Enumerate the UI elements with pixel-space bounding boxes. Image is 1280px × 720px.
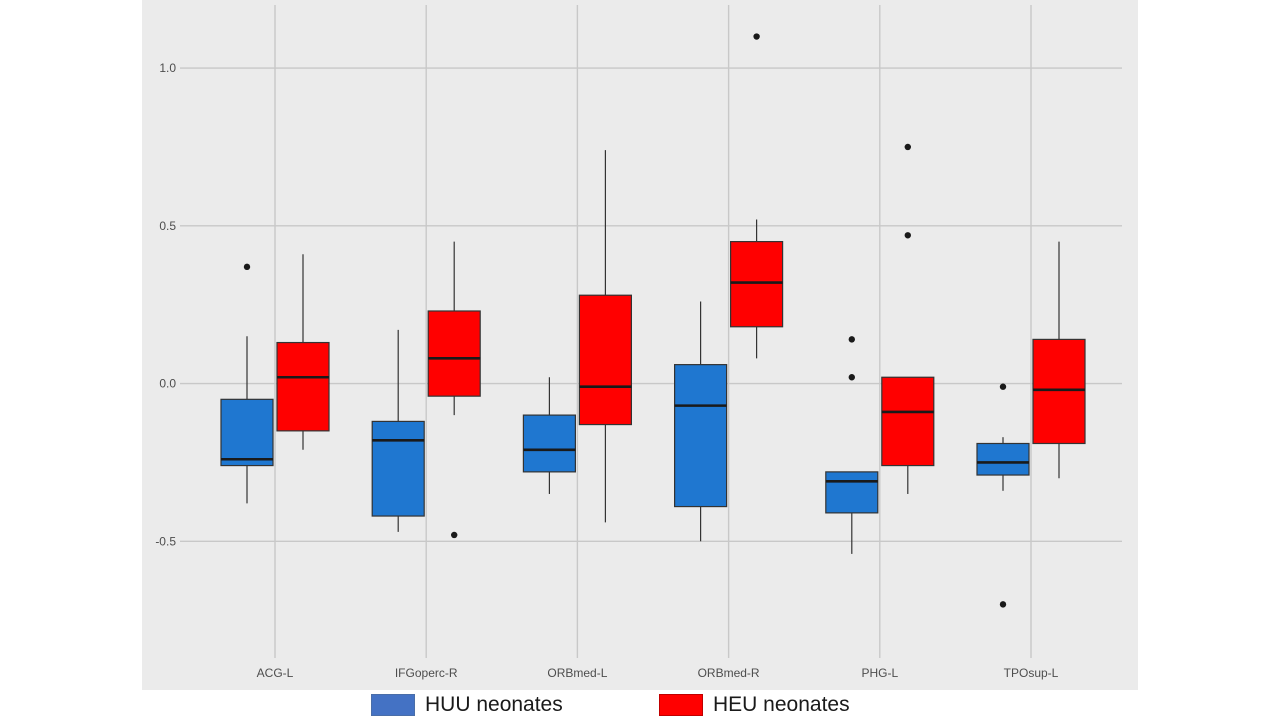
legend-item-heu: HEU neonates xyxy=(659,692,850,718)
x-tick-label: TPOsup-L xyxy=(1004,666,1059,680)
outlier-point xyxy=(848,336,855,343)
y-tick-label: 1.0 xyxy=(159,61,176,75)
outlier-point xyxy=(904,232,911,239)
box-huu-orbmed-r xyxy=(673,301,728,542)
box-huu-phg-l xyxy=(825,336,879,554)
box-body xyxy=(976,442,1030,476)
outlier-point xyxy=(999,383,1007,390)
legend-label-huu: HUU neonates xyxy=(425,693,563,716)
y-tick-label: 0.5 xyxy=(159,219,176,233)
legend: HUU neonates HEU neonates xyxy=(0,690,1280,720)
x-axis: ACG-L IFGoperc-R ORBmed-L ORBmed-R PHG-L TPOs… xyxy=(257,666,1059,680)
box-body xyxy=(1032,338,1086,445)
legend-label-heu: HEU neonates xyxy=(713,693,850,716)
box-body xyxy=(673,364,728,508)
box-body xyxy=(276,341,330,432)
box-heu-phg-l xyxy=(881,143,935,494)
x-tick-label: ACG-L xyxy=(257,666,294,680)
box-heu-tposup-l xyxy=(1032,241,1086,479)
y-tick-label: 0.0 xyxy=(159,377,176,391)
outlier-point xyxy=(904,143,911,151)
box-heu-orbmed-r xyxy=(729,33,784,359)
y-tick-label: -0.5 xyxy=(155,534,176,548)
outlier-point xyxy=(753,33,760,40)
box-heu-ifgoperc-r xyxy=(427,241,481,539)
box-huu-tposup-l xyxy=(976,383,1030,608)
x-tick-label: IFGoperc-R xyxy=(395,666,458,680)
box-body xyxy=(881,376,935,467)
box-body xyxy=(220,398,274,467)
box-series xyxy=(220,33,1086,608)
x-tick-label: ORBmed-L xyxy=(547,666,607,680)
x-tick-label: ORBmed-R xyxy=(698,666,760,680)
x-tick-label: PHG-L xyxy=(861,666,898,680)
outlier-point xyxy=(848,374,855,381)
y-axis: -0.5 0.0 0.5 1.0 xyxy=(155,61,176,548)
box-heu-acg-l xyxy=(276,254,330,450)
box-heu-orbmed-l xyxy=(578,150,633,523)
legend-item-huu: HUU neonates xyxy=(371,692,563,718)
box-body xyxy=(522,414,577,473)
legend-swatch-huu xyxy=(371,694,415,716)
outlier-point xyxy=(451,531,458,539)
box-body xyxy=(427,310,481,397)
legend-swatch-heu xyxy=(659,694,703,716)
box-huu-orbmed-l xyxy=(522,377,577,494)
box-huu-ifgoperc-r xyxy=(371,329,425,532)
grid-lines xyxy=(180,5,1122,658)
box-huu-acg-l xyxy=(220,263,274,504)
outlier-point xyxy=(999,601,1007,608)
boxplot-chart: -0.5 0.0 0.5 1.0 ACG-L IFGoperc-R ORBmed-L ORB… xyxy=(142,0,1138,690)
outlier-point xyxy=(243,263,251,271)
box-body xyxy=(371,420,425,517)
box-body xyxy=(578,294,633,426)
box-body xyxy=(729,240,784,328)
box-body xyxy=(825,471,879,514)
